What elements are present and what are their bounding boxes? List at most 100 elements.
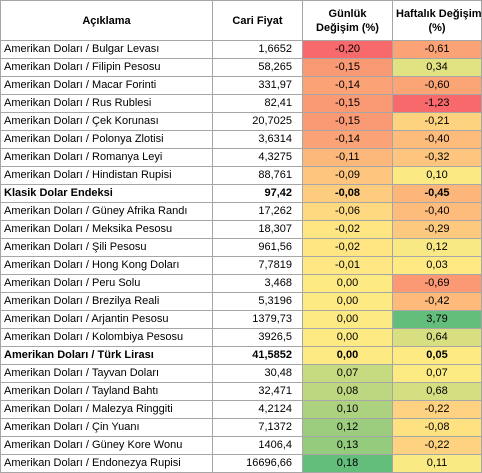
pair-name-cell: Amerikan Doları / Malezya Ringgiti bbox=[0, 400, 213, 419]
current-price-cell: 17,262 bbox=[212, 202, 303, 221]
daily-change-cell: 0,00 bbox=[302, 292, 393, 311]
weekly-change-cell: -0,22 bbox=[392, 400, 482, 419]
table-row: Amerikan Doları / Romanya Leyi 4,3275 -0,1… bbox=[0, 148, 482, 167]
weekly-change-cell: -0,29 bbox=[392, 220, 482, 239]
current-price-cell: 961,56 bbox=[212, 238, 303, 257]
daily-change-cell: -0,08 bbox=[302, 184, 393, 203]
daily-change-cell: 0,12 bbox=[302, 418, 393, 437]
table-row: Amerikan Doları / Hindistan Rupisi 88,761… bbox=[0, 166, 482, 185]
daily-change-cell: 0,00 bbox=[302, 328, 393, 347]
description-header: Açıklama bbox=[0, 0, 213, 41]
daily-change-cell: 0,07 bbox=[302, 364, 393, 383]
weekly-change-cell: 0,12 bbox=[392, 238, 482, 257]
weekly-change-cell: -0,61 bbox=[392, 40, 482, 59]
current-price-cell: 3,468 bbox=[212, 274, 303, 293]
table-row: Amerikan Doları / Şili Pesosu 961,56 -0,02… bbox=[0, 238, 482, 257]
pair-name-cell: Amerikan Doları / Hong Kong Doları bbox=[0, 256, 213, 275]
pair-name-cell: Amerikan Doları / Tayland Bahtı bbox=[0, 382, 213, 401]
daily-change-header: Günlük Değişim (%) bbox=[302, 0, 393, 41]
daily-change-cell: -0,14 bbox=[302, 130, 393, 149]
pair-name-cell: Amerikan Doları / Tayvan Doları bbox=[0, 364, 213, 383]
daily-change-cell: 0,00 bbox=[302, 310, 393, 329]
pair-name-cell: Amerikan Doları / Kolombiya Pesosu bbox=[0, 328, 213, 347]
pair-name-cell: Amerikan Doları / Türk Lirası bbox=[0, 346, 213, 365]
current-price-cell: 20,7025 bbox=[212, 112, 303, 131]
pair-name-cell: Amerikan Doları / Meksika Pesosu bbox=[0, 220, 213, 239]
table-row: Klasik Dolar Endeksi 97,42 -0,08 -0,45 bbox=[0, 184, 482, 203]
current-price-cell: 1406,4 bbox=[212, 436, 303, 455]
table-row: Amerikan Doları / Endonezya Rupisi 16696,… bbox=[0, 454, 482, 473]
weekly-change-header: Haftalık Değişim (%) bbox=[392, 0, 482, 41]
weekly-change-cell: -0,60 bbox=[392, 76, 482, 95]
current-price-cell: 32,471 bbox=[212, 382, 303, 401]
weekly-change-cell: 0,03 bbox=[392, 256, 482, 275]
pair-name-cell: Klasik Dolar Endeksi bbox=[0, 184, 213, 203]
current-price-cell: 4,2124 bbox=[212, 400, 303, 419]
table-row: Amerikan Doları / Türk Lirası 41,5852 0,00… bbox=[0, 346, 482, 365]
daily-change-cell: -0,15 bbox=[302, 112, 393, 131]
current-price-cell: 5,3196 bbox=[212, 292, 303, 311]
weekly-change-cell: -0,40 bbox=[392, 202, 482, 221]
weekly-header-line2: (%) bbox=[428, 21, 446, 34]
table-row: Amerikan Doları / Macar Forinti 331,97 -0,… bbox=[0, 76, 482, 95]
current-price-cell: 88,761 bbox=[212, 166, 303, 185]
table-row: Amerikan Doları / Tayvan Doları 30,48 0,07… bbox=[0, 364, 482, 383]
pair-name-cell: Amerikan Doları / Şili Pesosu bbox=[0, 238, 213, 257]
weekly-change-cell: 0,05 bbox=[392, 346, 482, 365]
current-price-cell: 1379,73 bbox=[212, 310, 303, 329]
weekly-header-line1: Haftalık Değişim bbox=[396, 7, 482, 20]
current-price-cell: 7,7819 bbox=[212, 256, 303, 275]
table-row: Amerikan Doları / Meksika Pesosu 18,307 -0… bbox=[0, 220, 482, 239]
table-row: Amerikan Doları / Peru Solu 3,468 0,00 -0,6… bbox=[0, 274, 482, 293]
table-row: Amerikan Doları / Polonya Zlotisi 3,6314-… bbox=[0, 130, 482, 149]
table-row: Amerikan Doları / Malezya Ringgiti 4,2124… bbox=[0, 400, 482, 419]
table-row: Amerikan Doları / Çin Yuanı 7,1372 0,12 -0,… bbox=[0, 418, 482, 437]
table-row: Amerikan Doları / Arjantin Pesosu 1379,73… bbox=[0, 310, 482, 329]
daily-change-cell: -0,09 bbox=[302, 166, 393, 185]
weekly-change-cell: -0,22 bbox=[392, 436, 482, 455]
table-row: Amerikan Doları / Güney Kore Wonu 1406,4 0… bbox=[0, 436, 482, 455]
daily-change-cell: 0,00 bbox=[302, 274, 393, 293]
weekly-change-cell: -0,42 bbox=[392, 292, 482, 311]
current-price-cell: 331,97 bbox=[212, 76, 303, 95]
current-price-cell: 1,6652 bbox=[212, 40, 303, 59]
table-row: Amerikan Doları / Tayland Bahtı 32,471 0,0… bbox=[0, 382, 482, 401]
daily-change-cell: -0,01 bbox=[302, 256, 393, 275]
weekly-change-cell: -0,45 bbox=[392, 184, 482, 203]
daily-change-cell: -0,06 bbox=[302, 202, 393, 221]
table-row: Amerikan Doları / Filipin Pesosu 58,265 -0… bbox=[0, 58, 482, 77]
pair-name-cell: Amerikan Doları / Macar Forinti bbox=[0, 76, 213, 95]
pair-name-cell: Amerikan Doları / Peru Solu bbox=[0, 274, 213, 293]
weekly-change-cell: -0,32 bbox=[392, 148, 482, 167]
weekly-change-cell: 0,34 bbox=[392, 58, 482, 77]
pair-name-cell: Amerikan Doları / Hindistan Rupisi bbox=[0, 166, 213, 185]
daily-change-cell: -0,02 bbox=[302, 238, 393, 257]
daily-change-cell: 0,08 bbox=[302, 382, 393, 401]
weekly-change-cell: -0,40 bbox=[392, 130, 482, 149]
daily-change-cell: -0,15 bbox=[302, 94, 393, 113]
weekly-change-cell: 0,10 bbox=[392, 166, 482, 185]
weekly-change-cell: 0,07 bbox=[392, 364, 482, 383]
current-price-cell: 97,42 bbox=[212, 184, 303, 203]
daily-change-cell: -0,20 bbox=[302, 40, 393, 59]
pair-name-cell: Amerikan Doları / Brezilya Reali bbox=[0, 292, 213, 311]
weekly-change-cell: -0,21 bbox=[392, 112, 482, 131]
daily-change-cell: 0,18 bbox=[302, 454, 393, 473]
table-row: Amerikan Doları / Rus Rublesi 82,41 -0,15-… bbox=[0, 94, 482, 113]
pair-name-cell: Amerikan Doları / Çek Korunası bbox=[0, 112, 213, 131]
pair-name-cell: Amerikan Doları / Filipin Pesosu bbox=[0, 58, 213, 77]
weekly-change-cell: 3,79 bbox=[392, 310, 482, 329]
current-price-cell: 30,48 bbox=[212, 364, 303, 383]
table-body: Amerikan Doları / Bulgar Levası 1,6652 -0,… bbox=[0, 40, 482, 473]
current-price-cell: 3926,5 bbox=[212, 328, 303, 347]
daily-change-cell: -0,14 bbox=[302, 76, 393, 95]
daily-change-cell: 0,10 bbox=[302, 400, 393, 419]
weekly-change-cell: 0,64 bbox=[392, 328, 482, 347]
current-price-cell: 58,265 bbox=[212, 58, 303, 77]
weekly-change-cell: -1,23 bbox=[392, 94, 482, 113]
pair-name-cell: Amerikan Doları / Rus Rublesi bbox=[0, 94, 213, 113]
daily-change-cell: -0,02 bbox=[302, 220, 393, 239]
daily-change-cell: -0,15 bbox=[302, 58, 393, 77]
pair-name-cell: Amerikan Doları / Çin Yuanı bbox=[0, 418, 213, 437]
